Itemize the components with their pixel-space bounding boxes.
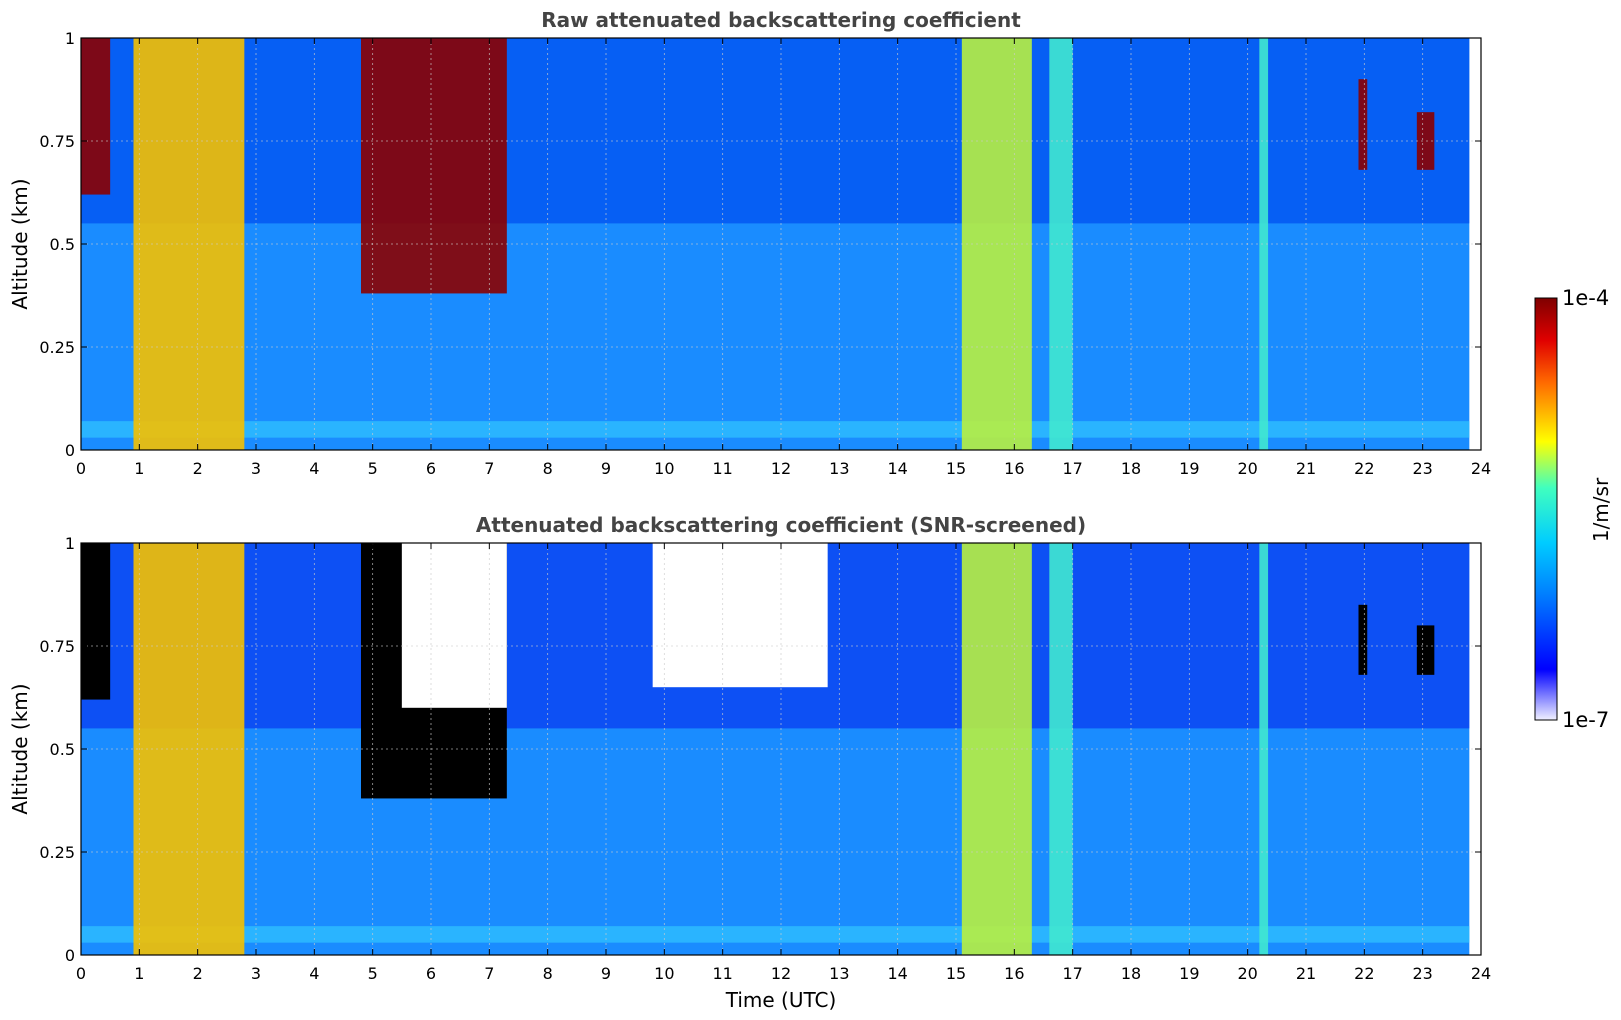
x-tick-label: 24 xyxy=(1471,964,1491,983)
x-tick-label: 8 xyxy=(543,964,553,983)
y-tick-label: 0 xyxy=(65,946,75,965)
x-tick-label: 9 xyxy=(601,459,611,478)
feature-vertical-streak xyxy=(1259,543,1269,955)
y-axis-label-raw: Altitude (km) xyxy=(8,178,32,309)
x-tick-label: 3 xyxy=(251,964,261,983)
y-tick-label: 0.25 xyxy=(39,843,75,862)
x-tick-label: 7 xyxy=(484,459,494,478)
x-tick-label: 14 xyxy=(887,459,907,478)
x-tick-label: 0 xyxy=(76,964,86,983)
colorbar-min-label: 1e-7 xyxy=(1562,708,1609,732)
x-tick-label: 10 xyxy=(654,459,674,478)
x-tick-label: 22 xyxy=(1354,459,1374,478)
x-ticks-screened: 0 1 2 3 4 5 6 7 8 9 10 11 12 13 14 15 16 17 18 19 20 21 22 23 24 xyxy=(76,543,1491,983)
colorbar: 1e-4 1e-7 1/m/sr xyxy=(1534,286,1613,732)
x-tick-label: 4 xyxy=(309,459,319,478)
x-tick-label: 23 xyxy=(1412,964,1432,983)
x-tick-label: 16 xyxy=(1004,964,1024,983)
x-tick-label: 15 xyxy=(946,964,966,983)
x-tick-label: 14 xyxy=(887,964,907,983)
x-tick-label: 6 xyxy=(426,459,436,478)
grid-screened xyxy=(81,543,1481,955)
feature-descending-layer xyxy=(361,38,507,294)
panel-screened-title: Attenuated backscattering coefficient (S… xyxy=(476,513,1086,537)
x-tick-label: 19 xyxy=(1179,459,1199,478)
feature-dense-layer xyxy=(81,38,111,195)
y-tick-label: 0.5 xyxy=(50,235,75,254)
x-tick-label: 17 xyxy=(1062,459,1082,478)
x-tick-label: 13 xyxy=(829,964,849,983)
feature-cloud-patch xyxy=(1416,112,1435,170)
x-tick-label: 12 xyxy=(771,459,791,478)
x-tick-label: 24 xyxy=(1471,459,1491,478)
feature-saturated-patch xyxy=(1416,625,1435,675)
x-tick-label: 23 xyxy=(1412,459,1432,478)
colorbar-unit-label: 1/m/sr xyxy=(1589,477,1613,542)
feature-screened-region xyxy=(401,543,507,708)
feature-cloud-patch xyxy=(1358,79,1368,170)
feature-screened-region xyxy=(652,543,828,688)
y-tick-label: 1 xyxy=(65,29,75,48)
x-tick-label: 20 xyxy=(1237,459,1257,478)
x-tick-label: 12 xyxy=(771,964,791,983)
panel-screened: Attenuated backscattering coefficient (S… xyxy=(8,513,1491,1012)
panel-raw: Raw attenuated backscattering coefficien… xyxy=(8,8,1491,478)
x-tick-label: 22 xyxy=(1354,964,1374,983)
feature-vertical-streak xyxy=(1259,38,1269,450)
x-tick-label: 18 xyxy=(1121,964,1141,983)
x-tick-label: 1 xyxy=(134,964,144,983)
x-ticks-raw: 0 1 2 3 4 5 6 7 8 9 10 11 12 13 14 15 16 17 18 19 20 21 22 23 24 xyxy=(76,38,1491,478)
y-tick-label: 0 xyxy=(65,441,75,460)
feature-saturated-layer xyxy=(81,543,111,700)
x-tick-label: 11 xyxy=(712,459,732,478)
grid-raw xyxy=(81,38,1481,450)
y-tick-label: 0.75 xyxy=(39,132,75,151)
y-axis-label-screened: Altitude (km) xyxy=(8,683,32,814)
y-tick-label: 0.25 xyxy=(39,338,75,357)
y-tick-label: 0.5 xyxy=(50,740,75,759)
x-tick-label: 19 xyxy=(1179,964,1199,983)
upper-field xyxy=(81,38,1470,224)
x-tick-label: 11 xyxy=(712,964,732,983)
near-surface-band xyxy=(81,421,1470,438)
colorbar-max-label: 1e-4 xyxy=(1562,286,1609,310)
x-tick-label: 2 xyxy=(193,459,203,478)
colorbar-gradient xyxy=(1534,297,1558,721)
near-surface-band xyxy=(81,926,1470,943)
y-tick-label: 0.75 xyxy=(39,637,75,656)
x-tick-label: 5 xyxy=(368,964,378,983)
x-tick-label: 21 xyxy=(1296,459,1316,478)
x-tick-label: 17 xyxy=(1062,964,1082,983)
x-tick-label: 9 xyxy=(601,964,611,983)
x-tick-label: 1 xyxy=(134,459,144,478)
x-tick-label: 16 xyxy=(1004,459,1024,478)
feature-saturated-patch xyxy=(1358,604,1368,675)
x-tick-label: 4 xyxy=(309,964,319,983)
x-tick-label: 0 xyxy=(76,459,86,478)
y-tick-label: 1 xyxy=(65,534,75,553)
x-tick-label: 5 xyxy=(368,459,378,478)
x-tick-label: 6 xyxy=(426,964,436,983)
x-tick-label: 15 xyxy=(946,459,966,478)
x-tick-label: 10 xyxy=(654,964,674,983)
x-tick-label: 21 xyxy=(1296,964,1316,983)
x-tick-label: 13 xyxy=(829,459,849,478)
x-tick-label: 18 xyxy=(1121,459,1141,478)
y-ticks-raw: 0 0.25 0.5 0.75 1 xyxy=(39,29,1481,460)
x-tick-label: 8 xyxy=(543,459,553,478)
y-ticks-screened: 0 0.25 0.5 0.75 1 xyxy=(39,534,1481,965)
x-tick-label: 2 xyxy=(193,964,203,983)
x-axis-label: Time (UTC) xyxy=(725,988,837,1012)
x-tick-label: 7 xyxy=(484,964,494,983)
x-tick-label: 20 xyxy=(1237,964,1257,983)
panel-raw-title: Raw attenuated backscattering coefficien… xyxy=(541,8,1021,32)
x-tick-label: 3 xyxy=(251,459,261,478)
